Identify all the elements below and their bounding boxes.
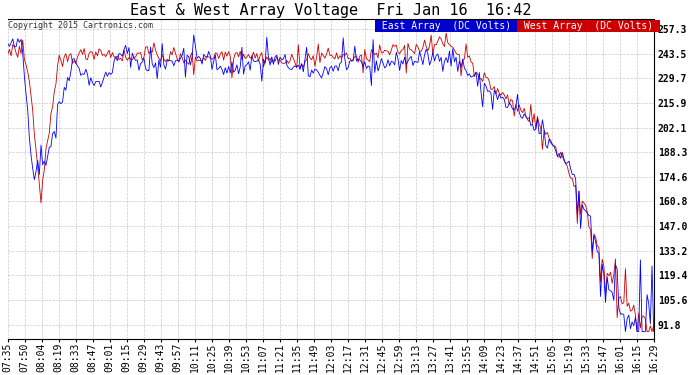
Title: East & West Array Voltage  Fri Jan 16  16:42: East & West Array Voltage Fri Jan 16 16:… bbox=[130, 3, 531, 18]
Text: East Array  (DC Volts): East Array (DC Volts) bbox=[376, 21, 517, 30]
Text: Copyright 2015 Cartronics.com: Copyright 2015 Cartronics.com bbox=[8, 21, 153, 30]
Text: West Array  (DC Volts): West Array (DC Volts) bbox=[518, 21, 659, 30]
